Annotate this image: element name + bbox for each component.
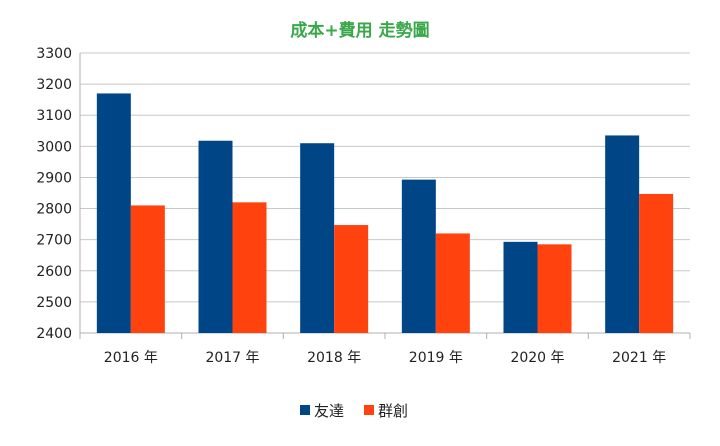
y-tick-label-3000: 3000 [36, 139, 72, 155]
x-tick-label-2019: 2019 年 [409, 350, 463, 366]
bar--2021 [605, 135, 640, 333]
x-tick-label-2017: 2017 年 [205, 350, 259, 366]
x-tick-label-2016: 2016 年 [104, 350, 158, 366]
bar--2019 [435, 233, 470, 333]
x-axis-ticks: 2016 年 2017 年 2018 年 2019 年 2020 年 2021 年 [79, 333, 691, 366]
y-tick-label-3100: 3100 [36, 108, 72, 124]
y-tick-label-2600: 2600 [36, 264, 72, 280]
bar--2019 [401, 179, 436, 333]
bar--2021 [639, 193, 674, 333]
y-tick-label-2700: 2700 [36, 233, 72, 249]
bar--2016 [130, 205, 165, 333]
bar--2017 [198, 140, 233, 333]
x-tick-label-2018: 2018 年 [307, 350, 361, 366]
bar--2018 [334, 225, 369, 333]
legend: 友達 群創 [300, 402, 408, 420]
bar--2016 [96, 93, 131, 333]
y-tick-label-2400: 2400 [36, 326, 72, 342]
y-tick-label-2500: 2500 [36, 295, 72, 311]
bar--2020 [537, 244, 572, 333]
chart-title: 成本+費用 走勢圖 [290, 20, 429, 41]
bar--2020 [503, 241, 538, 333]
y-tick-label-3300: 3300 [36, 46, 72, 62]
legend-label-0: 友達 [314, 402, 344, 420]
gridlines [79, 52, 690, 334]
bar--2018 [300, 143, 335, 333]
x-tick-label-2021: 2021 年 [612, 350, 666, 366]
x-tick-label-2020: 2020 年 [510, 350, 564, 366]
legend-swatch-0 [300, 405, 310, 415]
legend-swatch-1 [364, 405, 374, 415]
y-tick-label-3200: 3200 [36, 77, 72, 93]
y-tick-label-2800: 2800 [36, 202, 72, 218]
bar--2017 [232, 202, 267, 333]
legend-label-1: 群創 [378, 402, 408, 420]
bars [96, 93, 674, 333]
y-tick-label-2900: 2900 [36, 170, 72, 186]
y-axis-ticks: 2400 2500 2600 2700 2800 2900 3000 3100 3200 3300 [36, 46, 72, 342]
